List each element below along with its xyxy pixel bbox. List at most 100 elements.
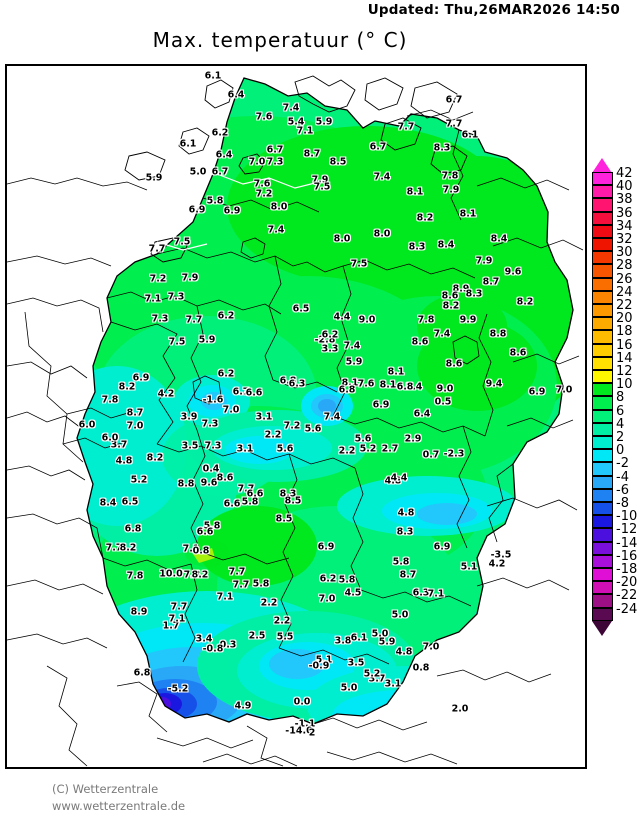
station-value: 8.2 — [119, 542, 137, 554]
station-value: 6.8 — [133, 667, 151, 679]
station-value: 9.9 — [459, 314, 477, 326]
station-value: 3.3 — [321, 343, 339, 355]
station-value: 6.4 — [215, 149, 233, 161]
station-value: 8.8 — [489, 328, 507, 340]
station-value: 8.1 — [459, 208, 477, 220]
station-value: 7.8 — [101, 394, 119, 406]
station-value: 5.0 — [189, 166, 207, 178]
station-value: 9.4 — [485, 378, 503, 390]
legend-swatch — [592, 607, 613, 621]
station-value: 6.1 — [461, 129, 479, 141]
temperature-map[interactable]: 6.1 6.4 7.6 7.4 5.4 5.9 7.1 6.1 6.2 6.4 5.0 5.9 6.7 5… — [5, 64, 587, 769]
station-value: 8.0 — [333, 233, 351, 245]
station-value: 3.7 — [368, 673, 386, 685]
station-value: 8.9 — [130, 606, 148, 618]
legend-tick-label: -4 — [616, 469, 629, 485]
station-value: 5.8 — [203, 520, 221, 532]
station-value: 7.7 — [232, 579, 250, 591]
legend-tick-label: 42 — [616, 166, 633, 181]
station-value: 7.7 — [170, 601, 188, 613]
station-value: 7.0 — [555, 384, 573, 396]
station-value: 7.3 — [204, 440, 222, 452]
station-value: 7.8 — [126, 570, 144, 582]
color-scale-legend: 42 40 38 36 34 32 30 28 26 24 22 20 18 16 14 12 10 8 6 4 2 0-… — [592, 158, 638, 688]
legend-swatch — [592, 343, 613, 357]
station-value: 7.3 — [266, 156, 284, 168]
legend-swatch — [592, 396, 613, 410]
legend-tick-label: 10 — [616, 377, 633, 393]
station-value: 2.2 — [273, 615, 291, 627]
station-value: 7.1 — [427, 588, 445, 600]
station-value: 2.2 — [338, 445, 356, 457]
station-value: 6.1 — [179, 138, 197, 150]
station-value: 5.9 — [378, 636, 396, 648]
station-value: 0.0 — [293, 696, 311, 708]
station-value: -1.1 — [294, 718, 316, 730]
station-value: 4.8 — [395, 646, 413, 658]
station-value: 7.1 — [144, 293, 162, 305]
legend-swatch — [592, 568, 613, 582]
station-value: 8.6 — [441, 290, 459, 302]
station-value: 6.3 — [288, 378, 306, 390]
footer: (C) Wetterzentrale www.wetterzentrale.de — [52, 781, 185, 815]
station-value: 7.1 — [168, 613, 186, 625]
station-value: 6.9 — [528, 386, 546, 398]
station-value: -2.8 — [314, 334, 336, 346]
station-value: 5.6 — [354, 433, 372, 445]
station-value: 6.2 — [217, 310, 235, 322]
station-value: 6.1 — [350, 632, 368, 644]
legend-swatch — [592, 488, 613, 502]
legend-swatch — [592, 594, 613, 608]
station-value: 7.7 — [445, 118, 463, 130]
legend-swatch — [592, 383, 613, 397]
station-value: 7.8 — [441, 170, 459, 182]
station-value: 6.5 — [292, 303, 310, 315]
station-value: 8.5 — [284, 495, 302, 507]
station-value: 7.0 — [248, 156, 266, 168]
station-value: 10.0 — [159, 568, 183, 580]
legend-swatch — [592, 317, 613, 331]
station-value: 5.0 — [371, 628, 389, 640]
station-value: 8.7 — [482, 276, 500, 288]
station-value: 8.9 — [452, 283, 470, 295]
station-value: 4.8 — [115, 455, 133, 467]
legend-tick-label: -20 — [616, 575, 638, 591]
station-value: 8.3 — [465, 288, 483, 300]
station-value: 3.4 — [195, 633, 213, 645]
station-value: 6.9 — [372, 399, 390, 411]
station-value: 1.7 — [162, 620, 180, 632]
legend-bottom-arrow — [592, 620, 612, 636]
station-value: 8.1 — [406, 186, 424, 198]
station-value: 8.4 — [405, 381, 423, 393]
legend-tick-label: 26 — [616, 271, 633, 287]
legend-tick-label: -12 — [616, 522, 638, 538]
station-value: 8.2 — [146, 452, 164, 464]
station-value: 2 — [308, 727, 316, 739]
copyright-line: (C) Wetterzentrale — [52, 782, 159, 796]
legend-tick-label: 16 — [616, 337, 633, 353]
station-value: 4.8 — [384, 475, 402, 487]
station-value: 7.7 — [185, 314, 203, 326]
station-value: 3.1 — [255, 411, 273, 423]
station-value: 5.0 — [391, 609, 409, 621]
station-value: 6.5 — [121, 496, 139, 508]
station-value: 7.3 — [151, 313, 169, 325]
station-value: 7.2 — [255, 188, 273, 200]
station-value: 5.2 — [359, 443, 377, 455]
station-value: 8.6 — [445, 358, 463, 370]
station-value: 5.2 — [130, 474, 148, 486]
station-value: 5.6 — [304, 423, 322, 435]
station-value: 7.9 — [181, 272, 199, 284]
station-value: 4.2 — [488, 558, 506, 570]
station-value: 7.4 — [267, 224, 285, 236]
legend-swatch — [592, 462, 613, 476]
legend-swatch — [592, 356, 613, 370]
legend-tick-label: 32 — [616, 232, 633, 247]
station-value: 8.6 — [216, 472, 234, 484]
station-value: 7.7 — [237, 483, 255, 495]
legend-swatch — [592, 224, 613, 238]
station-value: 7.4 — [433, 328, 451, 340]
legend-tick-label: 22 — [616, 298, 633, 313]
station-value: 7.0 — [318, 593, 336, 605]
station-value: 6.2 — [217, 368, 235, 380]
